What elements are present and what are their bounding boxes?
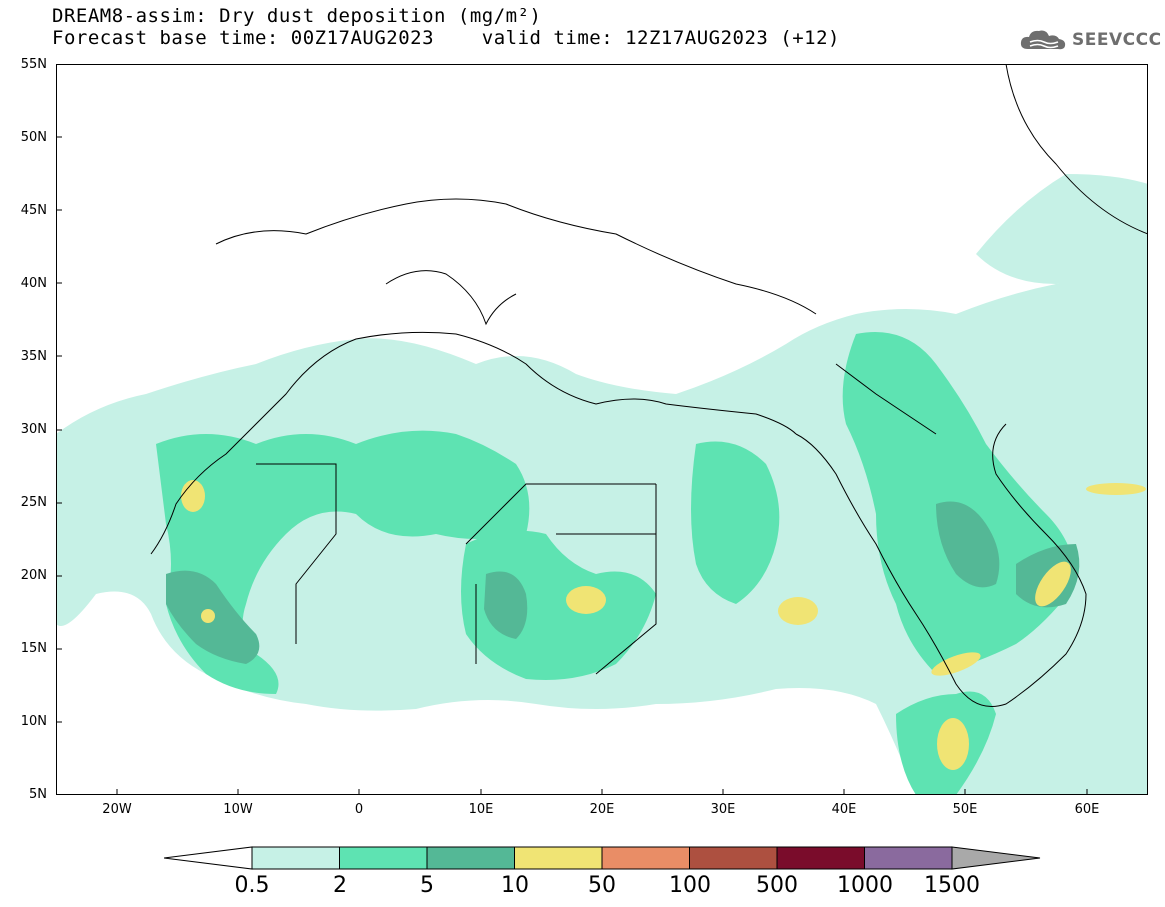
lat-label: 30N <box>20 422 47 437</box>
colorbar-arrow-high <box>951 846 1041 870</box>
colorbar-segment <box>251 846 340 870</box>
cloud-icon <box>1020 30 1066 50</box>
lat-label: 40N <box>20 276 47 291</box>
lat-label: 50N <box>20 130 47 145</box>
lat-label: 35N <box>20 349 47 364</box>
colorbar-segment <box>601 846 690 870</box>
lat-label: 45N <box>20 203 47 218</box>
lon-label: 50E <box>952 802 978 817</box>
colorbar-segment <box>339 846 428 870</box>
coastlines-borders <box>150 64 1148 707</box>
dust-region-medium <box>156 430 530 694</box>
colorbar <box>164 846 1041 870</box>
colorbar-segment <box>864 846 953 870</box>
colorbar-segment <box>426 846 515 870</box>
logo-text: SEEVCCC <box>1072 30 1162 50</box>
lat-label: 25N <box>20 495 47 510</box>
colorbar-segment <box>776 846 865 870</box>
dust-deposition-map <box>56 64 1148 795</box>
seevccc-logo: SEEVCCC <box>1018 27 1162 53</box>
lat-label: 10N <box>20 714 47 729</box>
lat-label: 20N <box>20 568 47 583</box>
dust-hotspot-sudan <box>778 597 818 625</box>
colorbar-label: 0.5 <box>234 873 270 898</box>
colorbar-label: 2 <box>333 873 347 898</box>
dust-hotspot-chad <box>566 586 606 614</box>
dust-hotspot-mauritania <box>201 609 215 623</box>
dust-hotspot-morocco <box>181 480 205 512</box>
lon-label: 10W <box>223 802 253 817</box>
colorbar-label: 1000 <box>837 873 893 898</box>
colorbar-arrow-low <box>164 846 253 870</box>
dust-hotspot-yemen <box>931 652 981 676</box>
colorbar-label: 10 <box>501 873 529 898</box>
colorbar-label: 50 <box>588 873 616 898</box>
dust-region-light-ne <box>976 174 1148 284</box>
dust-region-medium-sudan <box>691 441 780 604</box>
lon-label: 20E <box>589 802 615 817</box>
lat-label: 15N <box>20 641 47 656</box>
dust-hotspot-oman <box>1035 561 1071 607</box>
lon-label: 10E <box>468 802 494 817</box>
lon-label: 30E <box>710 802 736 817</box>
forecast-time-line: Forecast base time: 00Z17AUG2023 valid t… <box>52 27 840 49</box>
lon-label: 0 <box>354 802 364 817</box>
dust-region-medium-sahara <box>461 530 656 680</box>
lat-label: 5N <box>29 787 47 802</box>
colorbar-label: 1500 <box>924 873 980 898</box>
dust-shading-layer <box>56 174 1148 795</box>
lon-label: 40E <box>831 802 857 817</box>
lon-label: 60E <box>1074 802 1100 817</box>
dust-region-dark-sahara <box>484 571 528 639</box>
lat-label: 55N <box>20 57 47 72</box>
dust-hotspot-iran <box>1086 483 1146 495</box>
colorbar-segment <box>514 846 603 870</box>
colorbar-label: 5 <box>420 873 434 898</box>
colorbar-label: 100 <box>669 873 711 898</box>
map-title: DREAM8-assim: Dry dust deposition (mg/m²… <box>52 5 542 27</box>
colorbar-segment <box>689 846 778 870</box>
lon-label: 20W <box>102 802 132 817</box>
dust-hotspot-somalia <box>937 718 969 770</box>
dust-region-dark-arabia <box>936 501 1000 588</box>
colorbar-label: 500 <box>756 873 798 898</box>
map-border <box>56 64 1148 795</box>
